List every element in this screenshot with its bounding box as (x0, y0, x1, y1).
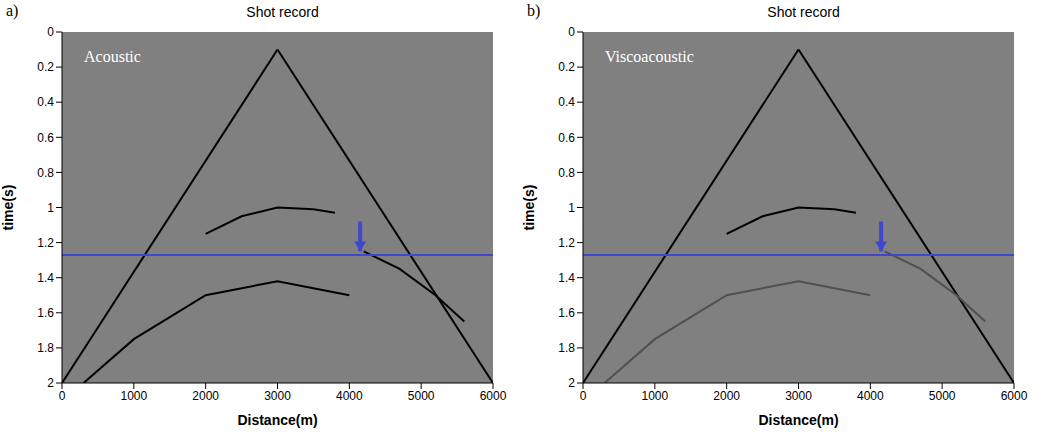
svg-text:0.8: 0.8 (37, 166, 54, 180)
svg-text:1: 1 (47, 201, 54, 215)
svg-text:5000: 5000 (408, 389, 435, 403)
svg-text:0.4: 0.4 (37, 95, 54, 109)
svg-text:0: 0 (568, 26, 575, 39)
svg-text:6000: 6000 (480, 389, 507, 403)
svg-text:1: 1 (568, 201, 575, 215)
svg-text:Distance(m): Distance(m) (237, 412, 317, 428)
svg-text:2000: 2000 (713, 389, 740, 403)
svg-text:time(s): time(s) (521, 185, 537, 231)
svg-text:6000: 6000 (1001, 389, 1028, 403)
svg-text:1000: 1000 (641, 389, 668, 403)
svg-text:2: 2 (568, 376, 575, 390)
svg-text:4000: 4000 (857, 389, 884, 403)
svg-text:Distance(m): Distance(m) (758, 412, 838, 428)
html-text:Viscoacoustic: Viscoacoustic (605, 48, 694, 65)
html-text:Shot record: Shot record (767, 4, 840, 20)
svg-text:0.2: 0.2 (37, 60, 54, 74)
svg-text:time(s): time(s) (0, 185, 16, 231)
svg-text:1.6: 1.6 (37, 306, 54, 320)
svg-text:0: 0 (59, 389, 66, 403)
svg-text:0.6: 0.6 (37, 131, 54, 145)
svg-text:3000: 3000 (264, 389, 291, 403)
svg-text:2000: 2000 (192, 389, 219, 403)
svg-text:0.6: 0.6 (558, 131, 575, 145)
html-text:b): b) (527, 2, 541, 19)
svg-text:1.8: 1.8 (558, 341, 575, 355)
svg-text:1.2: 1.2 (37, 236, 54, 250)
svg-text:0: 0 (47, 26, 54, 39)
svg-text:1.4: 1.4 (37, 271, 54, 285)
svg-text:0: 0 (580, 389, 587, 403)
svg-text:3000: 3000 (785, 389, 812, 403)
svg-text:1.4: 1.4 (558, 271, 575, 285)
svg-text:1.8: 1.8 (37, 341, 54, 355)
svg-text:1.6: 1.6 (558, 306, 575, 320)
svg-text:2: 2 (47, 376, 54, 390)
svg-text:1.2: 1.2 (558, 236, 575, 250)
html-text:Acoustic: Acoustic (84, 48, 141, 65)
svg-text:4000: 4000 (336, 389, 363, 403)
html-text:a): a) (6, 2, 19, 19)
svg-text:5000: 5000 (929, 389, 956, 403)
svg-text:0.8: 0.8 (558, 166, 575, 180)
svg-text:1000: 1000 (120, 389, 147, 403)
svg-text:0.4: 0.4 (558, 95, 575, 109)
svg-text:0.2: 0.2 (558, 60, 575, 74)
html-text:Shot record: Shot record (246, 4, 319, 20)
